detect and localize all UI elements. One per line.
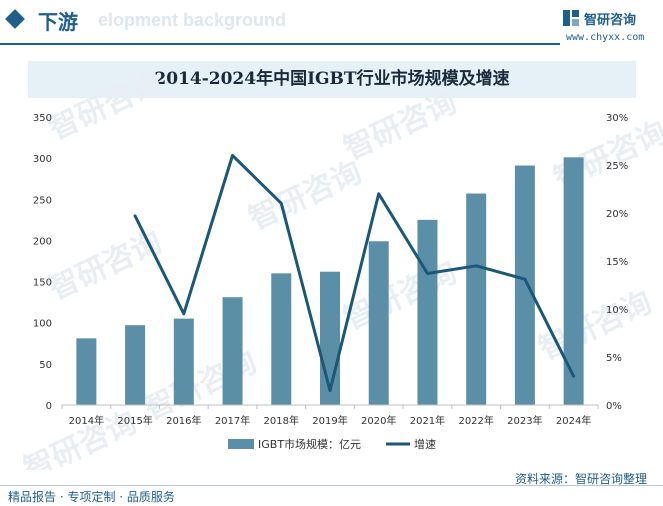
y-right-tick-label: 5% xyxy=(606,353,622,364)
y-left-tick-label: 50 xyxy=(39,360,52,371)
x-tick-label: 2018年 xyxy=(264,414,299,427)
bar xyxy=(76,338,97,405)
watermark: 智研咨询 xyxy=(44,65,168,147)
logo-icon xyxy=(563,10,579,26)
logo-url: www.chyxx.com xyxy=(566,32,645,43)
x-tick-label: 2019年 xyxy=(312,414,347,427)
x-tick-label: 2014年 xyxy=(69,414,104,427)
bar xyxy=(271,273,292,405)
bar xyxy=(514,165,535,405)
y-left-tick-label: 300 xyxy=(33,154,52,165)
logo-name: 智研咨询 xyxy=(584,13,637,28)
legend-label-line: 增速 xyxy=(414,437,436,451)
header-ghost-text: elopment background xyxy=(98,10,287,30)
footer-slogan: 精品报告 · 专项定制 · 品质服务 xyxy=(8,490,175,504)
footer-divider xyxy=(0,485,663,486)
x-tick-label: 2023年 xyxy=(507,414,542,427)
x-tick-label: 2016年 xyxy=(166,414,201,427)
bar xyxy=(125,325,146,405)
y-right-tick-label: 10% xyxy=(606,305,628,316)
y-left-tick-label: 0 xyxy=(46,401,52,412)
watermark: 智研咨询 xyxy=(534,285,658,367)
y-right-tick-label: 30% xyxy=(606,113,628,124)
x-tick-label: 2017年 xyxy=(215,414,250,427)
watermark: 智研咨询 xyxy=(339,85,463,167)
y-right-tick-label: 20% xyxy=(606,209,628,220)
x-tick-label: 2015年 xyxy=(117,414,152,427)
y-left-tick-label: 150 xyxy=(33,278,52,289)
y-right-tick-label: 25% xyxy=(606,161,628,172)
section-title: 下游 xyxy=(38,10,78,34)
bar xyxy=(466,193,487,405)
y-right-tick-label: 15% xyxy=(606,257,628,268)
y-left-tick-label: 200 xyxy=(33,236,52,247)
chart-title: 2014-2024年中国IGBT行业市场规模及增速 xyxy=(154,69,510,89)
y-left-tick-label: 250 xyxy=(33,195,52,206)
title-band xyxy=(28,61,636,98)
x-tick-label: 2024年 xyxy=(556,414,591,427)
header: 下游 elopment background 智研咨询 www.chyxx.co… xyxy=(0,0,663,45)
watermark: 智研咨询 xyxy=(244,155,368,237)
legend-label-bar: IGBT市场规模：亿元 xyxy=(258,437,361,451)
growth-line xyxy=(133,153,576,393)
bar xyxy=(368,241,389,405)
header-divider xyxy=(0,43,560,45)
x-tick-label: 2020年 xyxy=(361,414,396,427)
source-note: 资料来源：智研咨询整理 xyxy=(514,472,647,486)
y-right-tick-label: 0% xyxy=(606,401,622,412)
watermark: 智研咨询 xyxy=(44,225,168,307)
y-left-tick-label: 100 xyxy=(33,319,52,330)
x-tick-label: 2021年 xyxy=(410,414,445,427)
watermark: 智研咨询 xyxy=(139,345,263,427)
watermark: 智研咨询 xyxy=(19,405,143,470)
x-tick-label: 2022年 xyxy=(458,414,493,427)
legend-swatch-bar xyxy=(228,439,254,449)
bar xyxy=(563,157,584,405)
bar xyxy=(417,219,438,405)
watermark: 智研咨询 xyxy=(339,255,463,337)
y-left-tick-label: 350 xyxy=(33,113,52,124)
bar xyxy=(222,297,243,405)
bar xyxy=(173,318,194,405)
